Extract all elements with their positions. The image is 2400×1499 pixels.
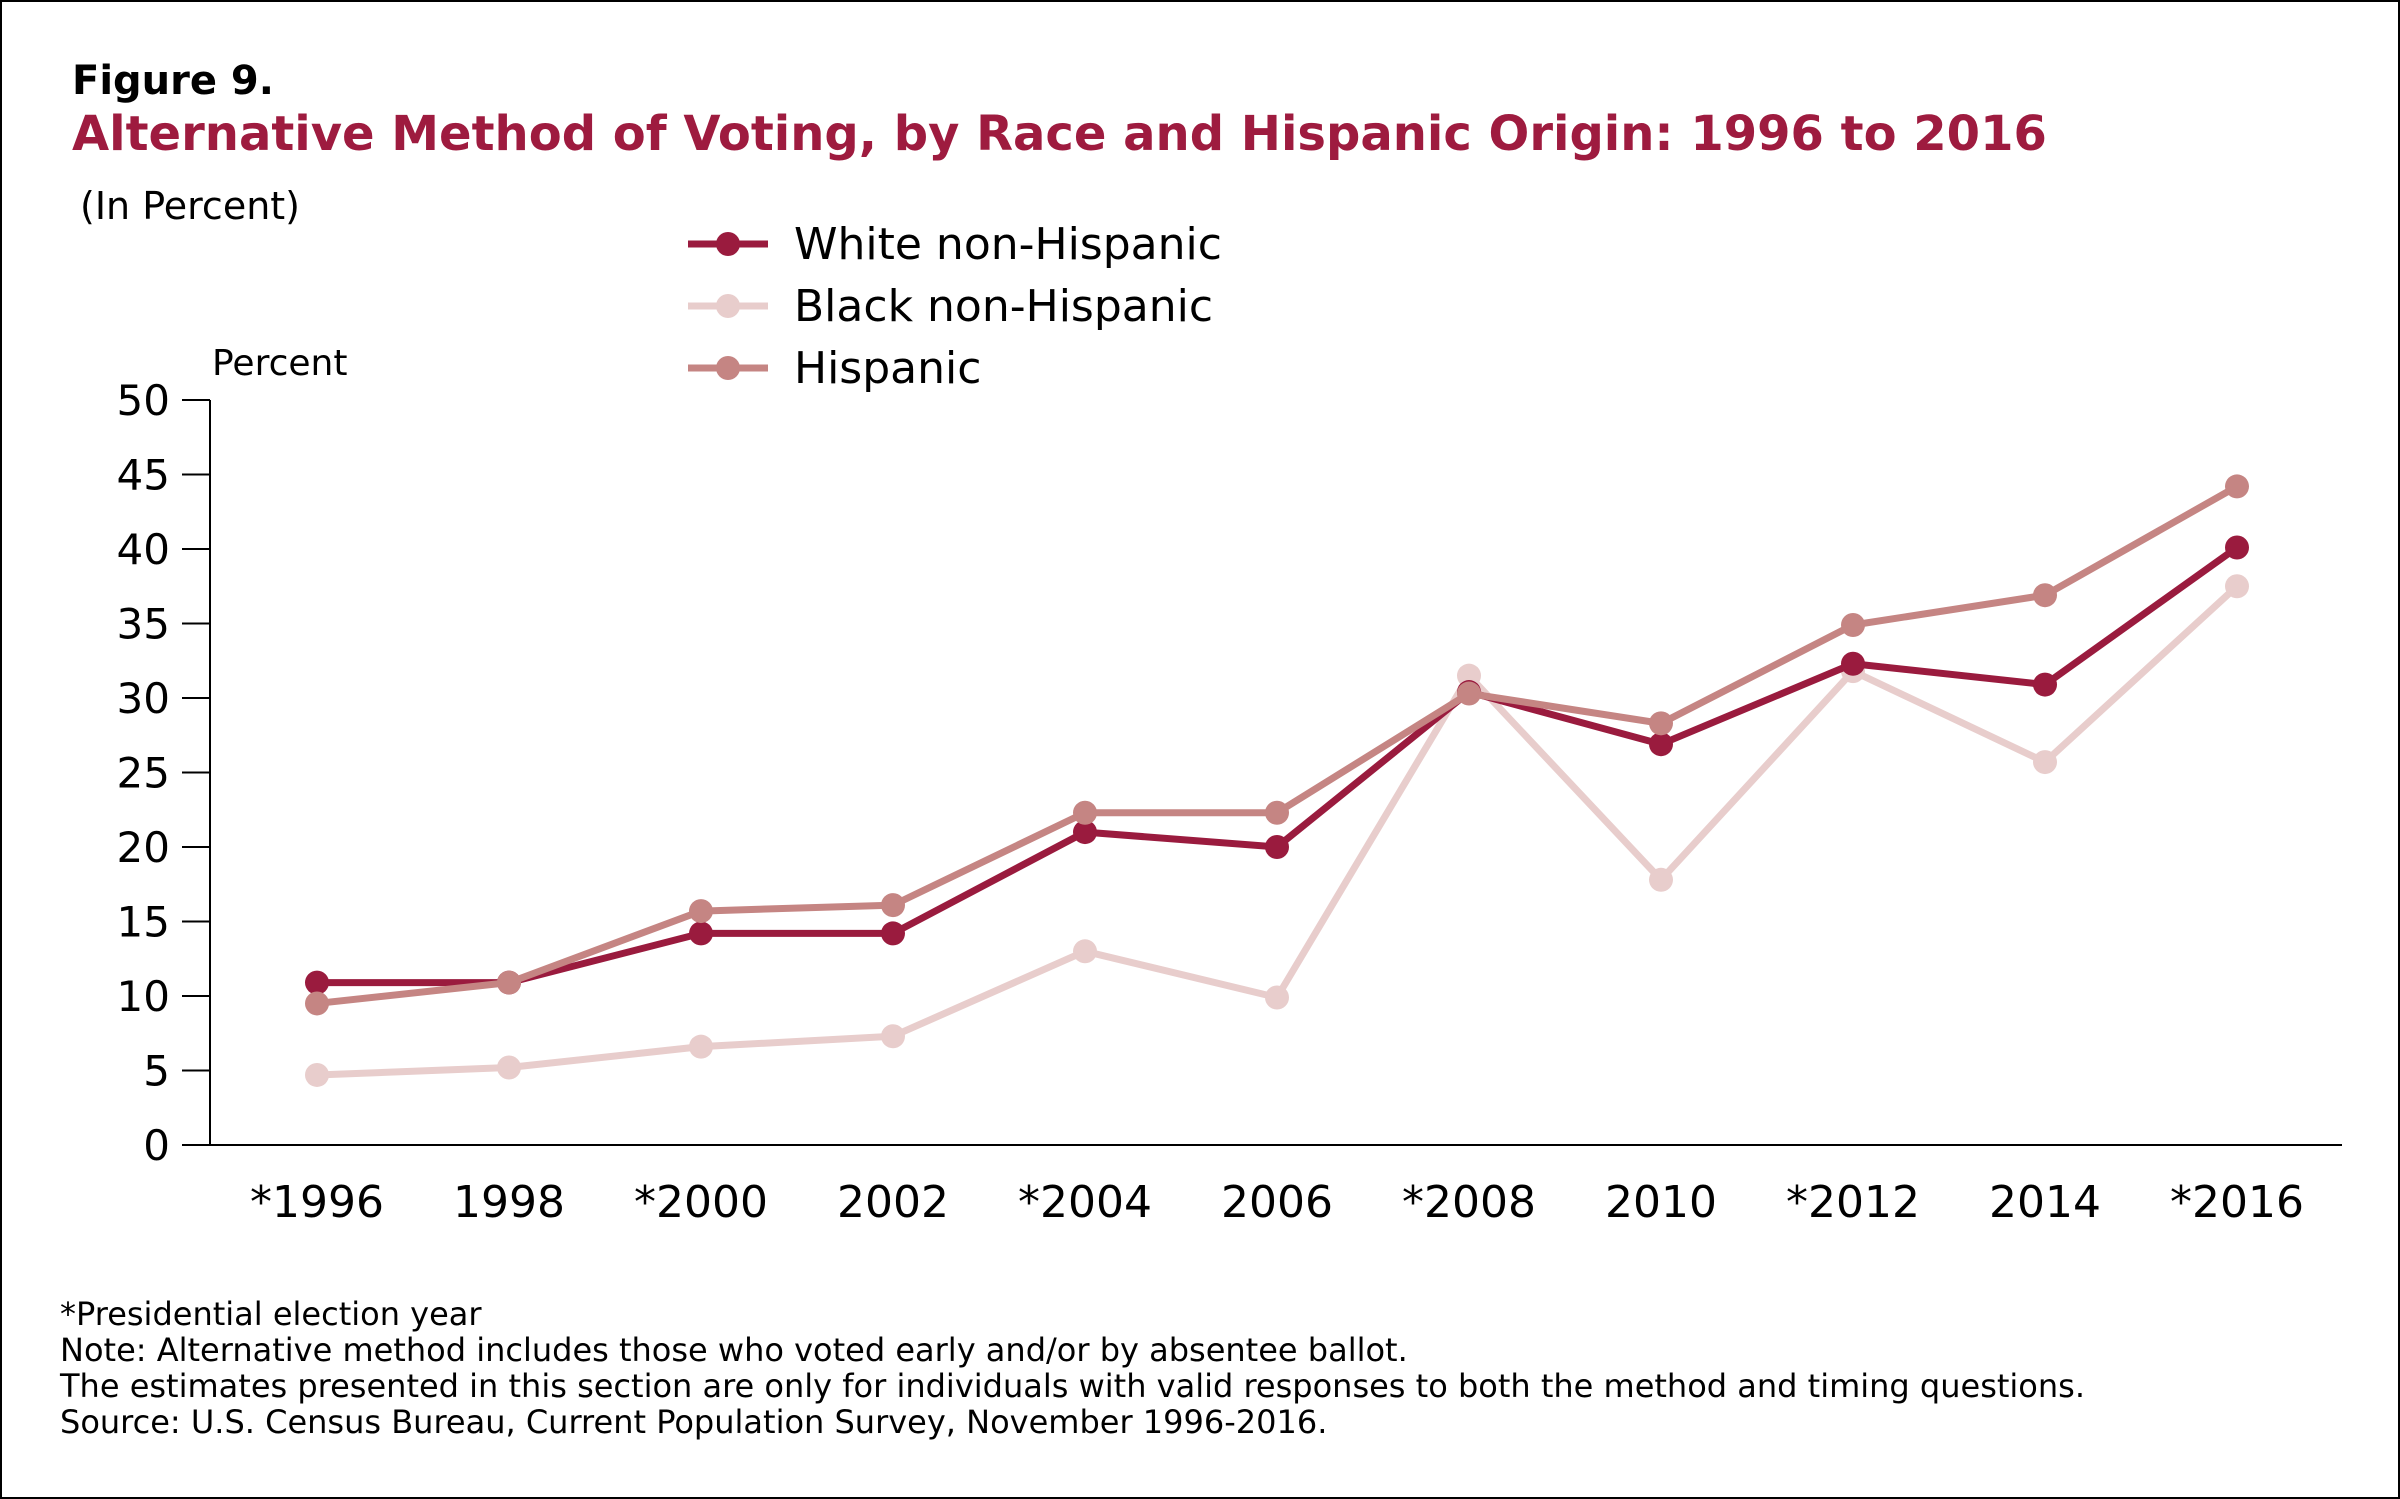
y-tick-label: 15 [117, 898, 170, 947]
x-tick-label: 1998 [453, 1177, 565, 1228]
x-tick-label: 2006 [1221, 1177, 1333, 1228]
data-point-black-non-hispanic [1073, 939, 1097, 964]
y-tick-label: 20 [117, 823, 170, 872]
data-point-white-non-hispanic [2033, 672, 2057, 697]
data-point-hispanic [689, 899, 713, 924]
data-point-hispanic [497, 970, 521, 995]
series-line-hispanic [316, 483, 2239, 1007]
x-tick-label: 2002 [837, 1177, 949, 1228]
y-tick-label: 0 [143, 1121, 170, 1170]
footnote-estimates-note: The estimates presented in this section … [60, 1367, 2085, 1405]
data-point-black-non-hispanic [497, 1055, 521, 1080]
data-point-hispanic [1841, 612, 1865, 637]
data-point-hispanic [2225, 474, 2249, 499]
footnotes: *Presidential election year Note: Altern… [60, 1296, 2085, 1440]
data-point-hispanic [2033, 583, 2057, 608]
data-point-hispanic [1265, 800, 1289, 825]
y-tick-label: 50 [117, 376, 170, 425]
x-tick-label: *2012 [1786, 1177, 1920, 1228]
data-point-white-non-hispanic [2225, 535, 2249, 560]
data-point-black-non-hispanic [2033, 750, 2057, 775]
y-tick-label: 35 [117, 600, 170, 649]
x-tick-label: *2008 [1402, 1177, 1536, 1228]
data-point-white-non-hispanic [1073, 820, 1097, 845]
data-point-black-non-hispanic [1649, 867, 1673, 892]
data-point-white-non-hispanic [881, 921, 905, 946]
data-point-black-non-hispanic [881, 1024, 905, 1049]
y-tick-label: 40 [117, 525, 170, 574]
x-tick-label: *1996 [250, 1177, 384, 1228]
data-point-black-non-hispanic [689, 1034, 713, 1059]
legend-label: Black non-Hispanic [794, 281, 1213, 332]
data-point-white-non-hispanic [305, 970, 329, 995]
x-tick-label: 2010 [1605, 1177, 1717, 1228]
y-tick-label: 10 [117, 972, 170, 1021]
chart-subtitle: (In Percent) [80, 184, 301, 228]
chart-title: Alternative Method of Voting, by Race an… [72, 106, 2047, 162]
data-point-white-non-hispanic [689, 921, 713, 946]
legend-label: Hispanic [794, 343, 981, 394]
y-axis-ticks: 0 5 10 15 20 25 30 35 40 45 50 [117, 376, 210, 1170]
legend-swatch-marker [716, 356, 740, 380]
axes [209, 400, 2342, 1146]
data-point-hispanic [1457, 681, 1481, 706]
data-point-white-non-hispanic [1841, 651, 1865, 676]
legend-swatch-marker [716, 294, 740, 318]
footnote-method-note: Note: Alternative method includes those … [60, 1331, 1408, 1369]
legend-item-white-non-hispanic: White non-Hispanic [688, 219, 1222, 270]
footnote-source: Source: U.S. Census Bureau, Current Popu… [60, 1403, 1328, 1441]
legend-label: White non-Hispanic [794, 219, 1222, 270]
series-lines [305, 474, 2249, 1087]
data-point-hispanic [305, 991, 329, 1016]
data-point-black-non-hispanic [1265, 985, 1289, 1010]
y-axis-label: Percent [212, 343, 347, 384]
x-tick-label: 2014 [1989, 1177, 2101, 1228]
series-hispanic [305, 474, 2249, 1016]
data-point-hispanic [1073, 800, 1097, 825]
y-tick-label: 45 [117, 451, 170, 500]
footnote-presidential: *Presidential election year [60, 1295, 482, 1333]
x-axis-ticks: *1996 1998 *2000 2002 *2004 2006 *2008 2010 *201… [250, 1177, 2304, 1228]
data-point-hispanic [1649, 711, 1673, 736]
series-black-non-hispanic [305, 574, 2249, 1087]
legend-item-hispanic: Hispanic [688, 343, 981, 394]
series-white-non-hispanic [305, 535, 2249, 995]
legend-swatch-marker [716, 232, 740, 256]
x-tick-label: *2016 [2170, 1177, 2304, 1228]
data-point-white-non-hispanic [1649, 732, 1673, 757]
legend-item-black-non-hispanic: Black non-Hispanic [688, 281, 1213, 332]
data-point-black-non-hispanic [2225, 574, 2249, 599]
y-tick-label: 5 [143, 1047, 170, 1096]
figure-label: Figure 9. [72, 58, 274, 104]
data-point-black-non-hispanic [305, 1062, 329, 1087]
data-point-hispanic [881, 893, 905, 918]
data-point-white-non-hispanic [1265, 835, 1289, 859]
y-tick-label: 25 [117, 749, 170, 798]
x-tick-label: *2004 [1018, 1177, 1152, 1228]
x-tick-label: *2000 [634, 1177, 768, 1228]
legend: White non-Hispanic Black non-Hispanic Hisp… [688, 219, 1222, 394]
y-tick-label: 30 [117, 674, 170, 723]
